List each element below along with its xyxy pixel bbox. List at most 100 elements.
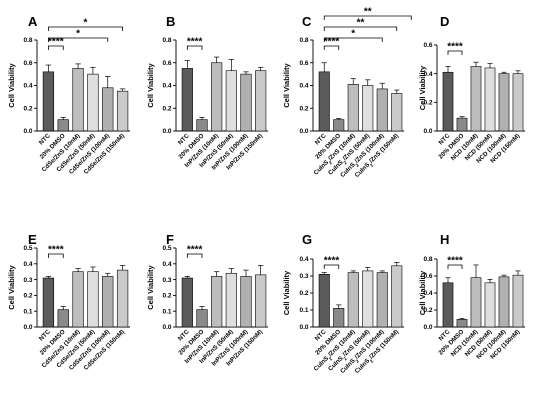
- y-tick-label: 0.4: [423, 71, 432, 78]
- y-tick-label: 0.0: [423, 128, 432, 135]
- y-tick-label: 0.0: [299, 324, 308, 331]
- y-tick-label: 0.4: [299, 256, 308, 263]
- significance-label: *: [76, 29, 80, 40]
- panel-letter: G: [302, 232, 312, 247]
- bar: [240, 73, 252, 132]
- y-tick-label: 0.3: [299, 273, 308, 280]
- significance-bracket: [323, 15, 412, 20]
- bar: [442, 282, 454, 328]
- y-tick-label: 0.4: [23, 261, 32, 268]
- significance-label: *: [351, 29, 355, 40]
- bar: [347, 272, 359, 328]
- bar: [391, 93, 403, 132]
- y-tick-label: 0.8: [23, 37, 32, 44]
- bar: [196, 309, 208, 328]
- y-axis-label: Cell Viability: [282, 62, 291, 107]
- bar: [181, 68, 193, 132]
- significance-label: ****: [447, 42, 463, 53]
- y-tick-label: 0.5: [23, 245, 32, 252]
- y-axis-label: Cell Viability: [146, 264, 155, 309]
- bar: [318, 71, 330, 132]
- y-axis-label: Cell Viability: [282, 270, 291, 315]
- bar: [87, 73, 99, 132]
- bar: [57, 309, 69, 328]
- y-tick-label: 0.2: [299, 290, 308, 297]
- bar: [225, 70, 237, 132]
- bar: [72, 271, 84, 328]
- significance-label: ****: [324, 37, 340, 48]
- y-axis-label: Cell Viability: [7, 264, 16, 309]
- bar: [102, 276, 114, 328]
- bar: [391, 265, 403, 328]
- y-tick-label: 0.5: [162, 245, 171, 252]
- significance-bracket: [323, 264, 340, 269]
- bar: [376, 88, 388, 132]
- panel-letter: D: [440, 14, 449, 29]
- y-tick-label: 0.2: [423, 100, 432, 107]
- y-tick-label: 0.6: [423, 42, 432, 49]
- bar: [116, 269, 129, 328]
- y-tick-label: 0.0: [162, 324, 171, 331]
- panel-letter: B: [166, 14, 175, 29]
- y-tick-label: 0.2: [162, 105, 171, 112]
- significance-bracket: [323, 26, 398, 31]
- y-axis-label: Cell Viability: [146, 62, 155, 107]
- y-tick-label: 0.0: [423, 324, 432, 331]
- bar: [484, 282, 496, 328]
- bar: [456, 117, 468, 132]
- panel-letter: C: [302, 14, 312, 29]
- y-tick-label: 0.6: [23, 60, 32, 67]
- y-tick-label: 0.2: [23, 105, 32, 112]
- panel-letter: A: [28, 14, 38, 29]
- y-tick-label: 0.4: [299, 83, 308, 90]
- y-axis-label: Cell Viability: [7, 62, 16, 107]
- bar: [318, 273, 330, 328]
- y-tick-label: 0.2: [423, 307, 432, 314]
- significance-label: ****: [48, 245, 64, 256]
- y-tick-label: 0.6: [299, 60, 308, 67]
- significance-bracket: [186, 45, 203, 50]
- bar: [376, 272, 388, 328]
- bar: [512, 274, 524, 328]
- significance-label: ****: [324, 256, 340, 267]
- significance-label: ****: [187, 37, 203, 48]
- bar: [181, 277, 193, 328]
- significance-bracket: [48, 45, 64, 50]
- bar: [196, 119, 208, 132]
- panel-letter: H: [440, 232, 449, 247]
- y-tick-label: 0.8: [162, 37, 171, 44]
- significance-bracket: [186, 253, 203, 258]
- y-tick-label: 0.0: [299, 128, 308, 135]
- y-tick-label: 0.4: [423, 290, 432, 297]
- y-tick-label: 0.0: [162, 128, 171, 135]
- significance-bracket: [48, 37, 109, 42]
- significance-label: *: [84, 18, 88, 29]
- y-tick-label: 0.6: [423, 273, 432, 280]
- y-tick-label: 0.4: [162, 83, 171, 90]
- bar: [116, 90, 129, 132]
- bar: [470, 66, 482, 132]
- bar: [512, 73, 524, 132]
- y-tick-label: 0.1: [23, 308, 32, 315]
- y-tick-label: 0.3: [23, 277, 32, 284]
- bar: [362, 85, 374, 132]
- significance-label: ****: [48, 37, 64, 48]
- significance-bracket: [447, 50, 463, 55]
- y-tick-label: 0.2: [162, 293, 171, 300]
- bar: [498, 73, 510, 132]
- y-tick-label: 0.4: [23, 83, 32, 90]
- bar: [456, 319, 468, 328]
- bar: [255, 70, 267, 132]
- significance-label: **: [357, 18, 365, 29]
- bar: [442, 71, 454, 132]
- bar: [362, 270, 374, 328]
- significance-bracket: [447, 264, 463, 269]
- y-tick-label: 0.4: [162, 261, 171, 268]
- y-tick-label: 0.6: [162, 60, 171, 67]
